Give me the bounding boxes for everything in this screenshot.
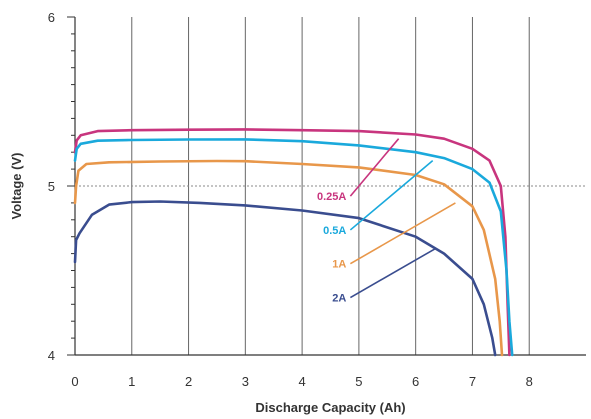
y-tick-label: 5 xyxy=(48,179,55,194)
y-tick-label: 4 xyxy=(48,348,55,363)
series-labels: 0.25A 0.5A 1A 2A xyxy=(317,138,456,305)
y-axis-title: Voltage (V) xyxy=(9,153,24,220)
x-tick-label: 6 xyxy=(412,374,419,389)
y-tick-labels: 4 5 6 xyxy=(48,10,55,363)
series-line-1A xyxy=(73,159,504,357)
x-tick-label: 0 xyxy=(71,374,78,389)
y-minor-ticks xyxy=(67,16,75,356)
x-tick-label: 1 xyxy=(128,374,135,389)
series-line-2A xyxy=(73,200,497,357)
series-label-2A: 2A xyxy=(332,293,346,305)
series-label-0.5A: 0.5A xyxy=(323,225,346,237)
series-lines xyxy=(73,128,514,357)
x-tick-label: 7 xyxy=(469,374,476,389)
x-axis-title: Discharge Capacity (Ah) xyxy=(255,400,405,415)
series-pointer-0.5A xyxy=(349,160,434,231)
x-tick-label: 2 xyxy=(185,374,192,389)
series-pointer-0.25A xyxy=(349,138,400,197)
series-line-0.5A xyxy=(73,138,514,357)
x-tick-label: 3 xyxy=(242,374,249,389)
x-tick-labels: 0 1 2 3 4 5 6 7 8 xyxy=(71,374,532,389)
series-pointer-2A xyxy=(349,247,436,299)
x-tick-label: 8 xyxy=(526,374,533,389)
y-tick-label: 6 xyxy=(48,10,55,25)
series-label-1A: 1A xyxy=(332,259,346,271)
series-line-0.25A xyxy=(73,128,511,357)
series-label-0.25A: 0.25A xyxy=(317,191,346,203)
x-tick-label: 5 xyxy=(355,374,362,389)
x-tick-label: 4 xyxy=(298,374,305,389)
series-pointer-1A xyxy=(349,202,456,265)
